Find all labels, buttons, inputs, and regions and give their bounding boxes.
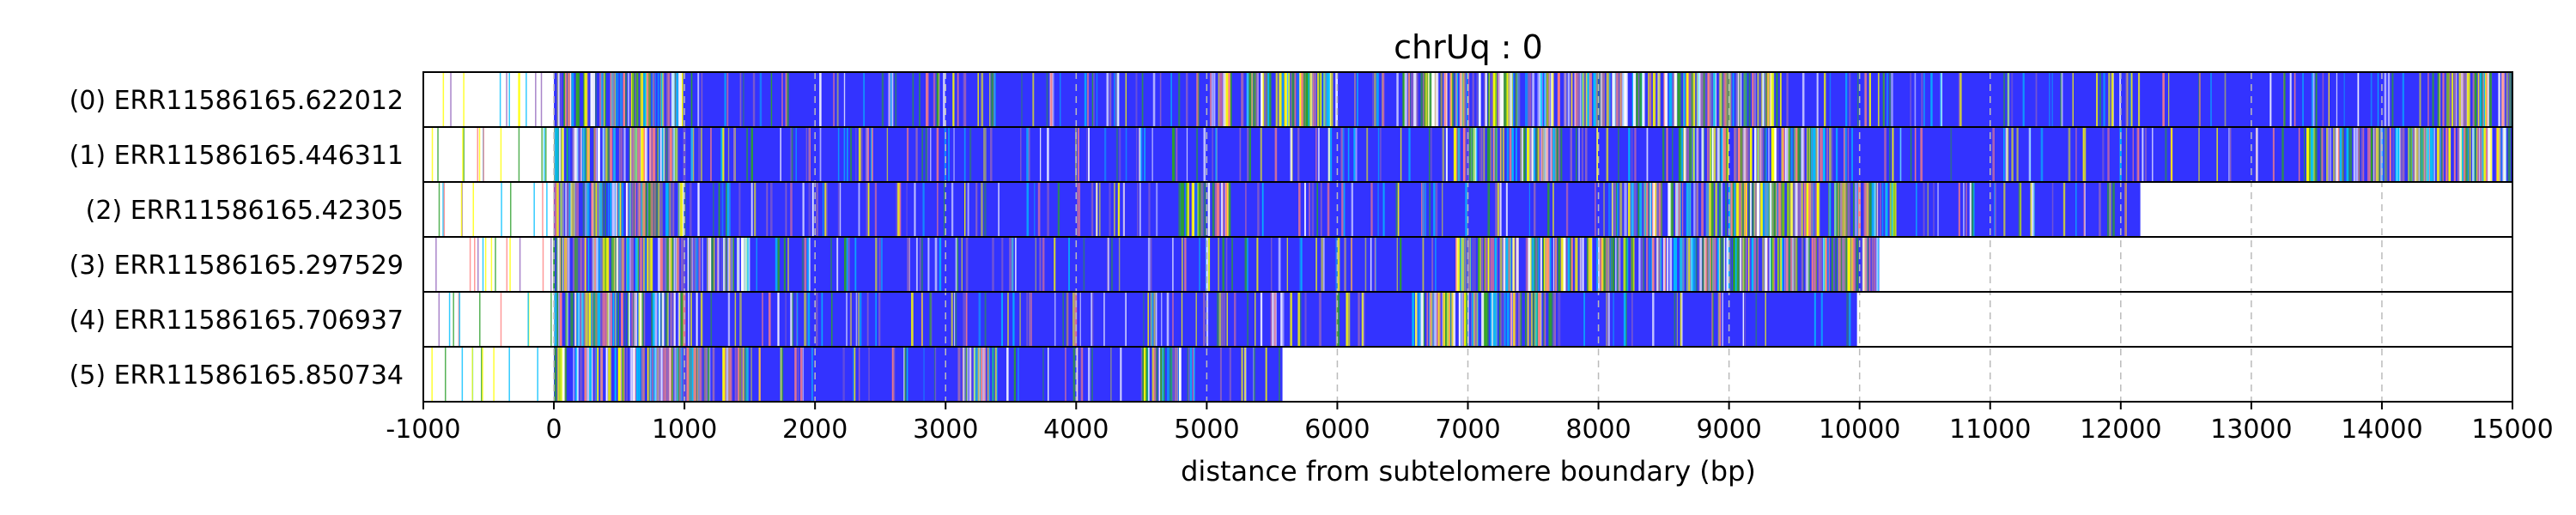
x-tick-label: 10000 <box>1819 415 1900 445</box>
x-tick-label: 11000 <box>1949 415 2031 445</box>
track-2 <box>438 182 2141 237</box>
tracks-layer <box>431 72 2512 402</box>
x-tick-label: 7000 <box>1435 415 1500 445</box>
read-fill <box>554 292 1857 347</box>
track-label: (2) ERR11586165.42305 <box>86 196 404 226</box>
x-tick-label: 14000 <box>2341 415 2422 445</box>
track-labels: (0) ERR11586165.622012 (1) ERR11586165.44… <box>70 86 404 391</box>
x-tick-label: 1000 <box>652 415 717 445</box>
x-tick-label: 0 <box>546 415 562 445</box>
track-label: (1) ERR11586165.446311 <box>70 141 404 171</box>
x-axis: -1000 0 1000 2000 3000 4000 5000 6000 7000 8000 90… <box>386 402 2554 445</box>
x-tick-label: 2000 <box>782 415 848 445</box>
track-1 <box>431 127 2512 182</box>
x-axis-label: distance from subtelomere boundary (bp) <box>1181 455 1756 488</box>
chart-title: chrUq : 0 <box>1394 28 1543 66</box>
x-tick-label: -1000 <box>386 415 460 445</box>
x-tick-label: 4000 <box>1043 415 1109 445</box>
track-label: (4) ERR11586165.706937 <box>70 306 404 336</box>
x-tick-label: 8000 <box>1565 415 1631 445</box>
x-tick-label: 5000 <box>1174 415 1239 445</box>
x-tick-label: 9000 <box>1696 415 1761 445</box>
track-3 <box>435 237 1880 292</box>
track-label: (5) ERR11586165.850734 <box>70 360 404 391</box>
track-5 <box>431 347 1283 402</box>
x-tick-label: 15000 <box>2471 415 2553 445</box>
track-0 <box>442 72 2512 127</box>
x-tick-label: 3000 <box>913 415 978 445</box>
x-tick-label: 13000 <box>2210 415 2292 445</box>
x-tick-label: 6000 <box>1304 415 1370 445</box>
track-label: (3) ERR11586165.297529 <box>70 251 404 281</box>
track-label: (0) ERR11586165.622012 <box>70 86 404 116</box>
x-tick-label: 12000 <box>2080 415 2161 445</box>
track-4 <box>438 292 1857 347</box>
